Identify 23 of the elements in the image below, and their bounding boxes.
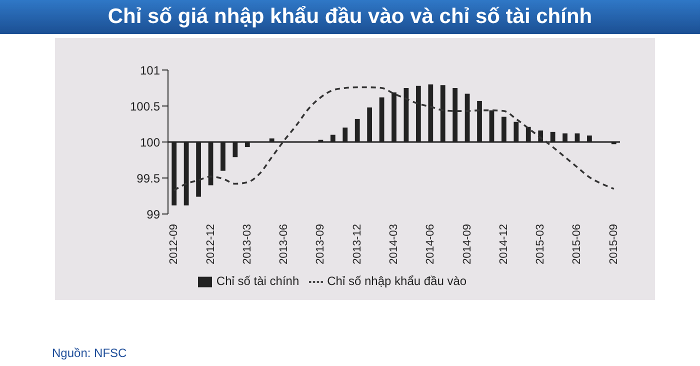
text: Nguồn: NFSC [52, 346, 127, 360]
x-tick-label: 2015-09 [608, 224, 620, 264]
line-series [173, 86, 615, 192]
x-tick-label: 2012-09 [168, 224, 180, 264]
x-tick-label: 2014-09 [461, 224, 474, 264]
x-tick-label: 2013-03 [241, 224, 254, 264]
x-tick-label: 2012-12 [204, 224, 217, 264]
x-tick-label: 2014-03 [388, 224, 400, 264]
chart-title: Chỉ số giá nhập khẩu đầu vào và chỉ số tài chính [0, 0, 700, 34]
x-tick-label: 2013-09 [314, 224, 327, 264]
legend-label: Chỉ số tài chính [216, 274, 300, 288]
y-tick-label: 99.5 [136, 171, 160, 186]
x-tick-label: 2014-06 [424, 224, 437, 264]
x-tick-label: 2013-06 [278, 224, 290, 264]
y-tick-label: 100 [140, 135, 160, 150]
x-tick-label: 2015-03 [534, 224, 547, 264]
legend-label: Chỉ số nhập khẩu đầu vào [327, 274, 467, 288]
y-tick-label: 100.5 [130, 99, 160, 114]
y-tick-label: 101 [140, 63, 160, 78]
y-tick-label: 99 [146, 207, 160, 222]
x-tick-label: 2013-12 [351, 224, 364, 264]
x-tick-label: 2014-12 [498, 224, 510, 264]
x-tick-label: 2015-06 [571, 224, 584, 264]
